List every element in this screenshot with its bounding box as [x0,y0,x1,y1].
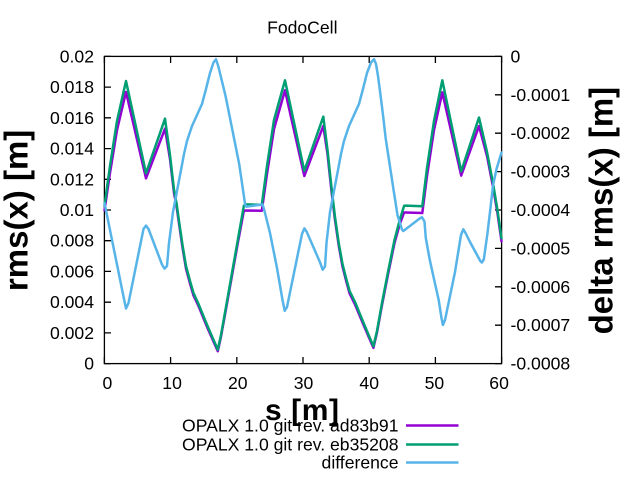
svg-text:-0.0002: -0.0002 [511,123,571,143]
svg-text:0: 0 [84,354,94,374]
svg-text:0.008: 0.008 [50,231,94,251]
svg-text:-0.0007: -0.0007 [511,315,571,335]
svg-text:0.018: 0.018 [50,77,94,97]
svg-text:rms(x) [m]: rms(x) [m] [0,130,35,291]
svg-text:0.01: 0.01 [60,200,94,220]
svg-text:difference: difference [322,453,399,473]
svg-text:0.014: 0.014 [50,139,94,159]
svg-text:FodoCell: FodoCell [267,18,337,38]
svg-text:OPALX 1.0 git rev. ad83b91: OPALX 1.0 git rev. ad83b91 [182,416,398,436]
svg-text:-0.0004: -0.0004 [511,200,571,220]
svg-text:0.012: 0.012 [50,169,94,189]
svg-text:-0.0001: -0.0001 [511,85,571,105]
svg-text:30: 30 [294,373,314,393]
svg-text:OPALX 1.0 git rev. eb35208: OPALX 1.0 git rev. eb35208 [182,435,399,455]
svg-text:10: 10 [162,373,182,393]
svg-text:0.016: 0.016 [50,108,94,128]
svg-text:-0.0003: -0.0003 [511,162,571,182]
svg-text:0: 0 [511,46,521,66]
svg-text:0.004: 0.004 [50,292,94,312]
svg-text:-0.0005: -0.0005 [511,238,571,258]
svg-text:0: 0 [103,373,113,393]
svg-text:s [m]: s [m] [265,394,340,427]
svg-text:delta rms(x) [m]: delta rms(x) [m] [583,87,620,335]
svg-text:-0.0008: -0.0008 [511,354,571,374]
svg-text:0.002: 0.002 [50,323,94,343]
svg-text:-0.0006: -0.0006 [511,277,571,297]
svg-text:40: 40 [359,373,379,393]
svg-text:0.006: 0.006 [50,261,94,281]
svg-text:0.02: 0.02 [60,46,94,66]
svg-text:60: 60 [489,373,509,393]
svg-text:20: 20 [228,373,248,393]
svg-text:50: 50 [425,373,445,393]
